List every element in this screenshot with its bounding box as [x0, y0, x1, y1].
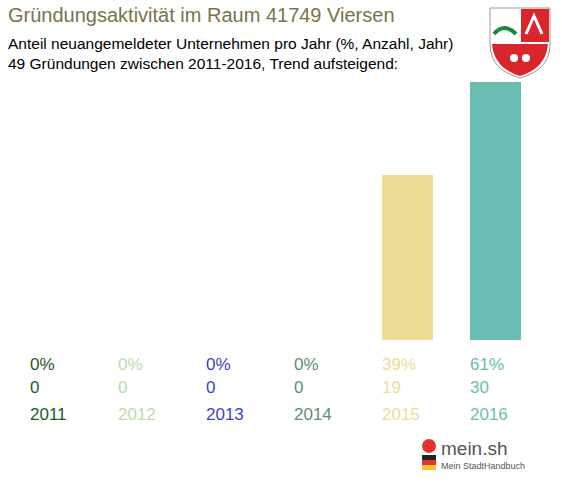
svg-text:0%: 0%	[206, 355, 231, 374]
html-text:mein.sh: mein.sh	[441, 438, 508, 459]
svg-text:2015: 2015	[382, 405, 420, 424]
svg-text:0%: 0%	[294, 355, 319, 374]
html-text:Gründungsaktivität im Raum 417: Gründungsaktivität im Raum 41749 Viersen	[8, 4, 395, 26]
svg-text:0%: 0%	[30, 355, 55, 374]
svg-text:2011: 2011	[30, 405, 67, 424]
svg-text:2012: 2012	[118, 405, 156, 424]
svg-text:2014: 2014	[294, 405, 332, 424]
svg-text:2013: 2013	[206, 405, 244, 424]
svg-text:19: 19	[382, 378, 401, 397]
svg-text:0: 0	[118, 378, 127, 397]
svg-text:2016: 2016	[470, 405, 508, 424]
html-text:49 Gründungen zwischen 2011-20: 49 Gründungen zwischen 2011-2016, Trend …	[8, 55, 399, 72]
svg-text:0%: 0%	[118, 355, 143, 374]
svg-text:30: 30	[470, 378, 489, 397]
svg-text:61%: 61%	[470, 355, 504, 374]
html-text:Mein StadtHandbuch: Mein StadtHandbuch	[441, 461, 526, 471]
html-text:Anteil neuangemeldeter Unterne: Anteil neuangemeldeter Unternehmen pro J…	[8, 35, 454, 52]
svg-text:0: 0	[294, 378, 303, 397]
svg-text:39%: 39%	[382, 355, 416, 374]
svg-text:0: 0	[30, 378, 39, 397]
svg-text:0: 0	[206, 378, 215, 397]
